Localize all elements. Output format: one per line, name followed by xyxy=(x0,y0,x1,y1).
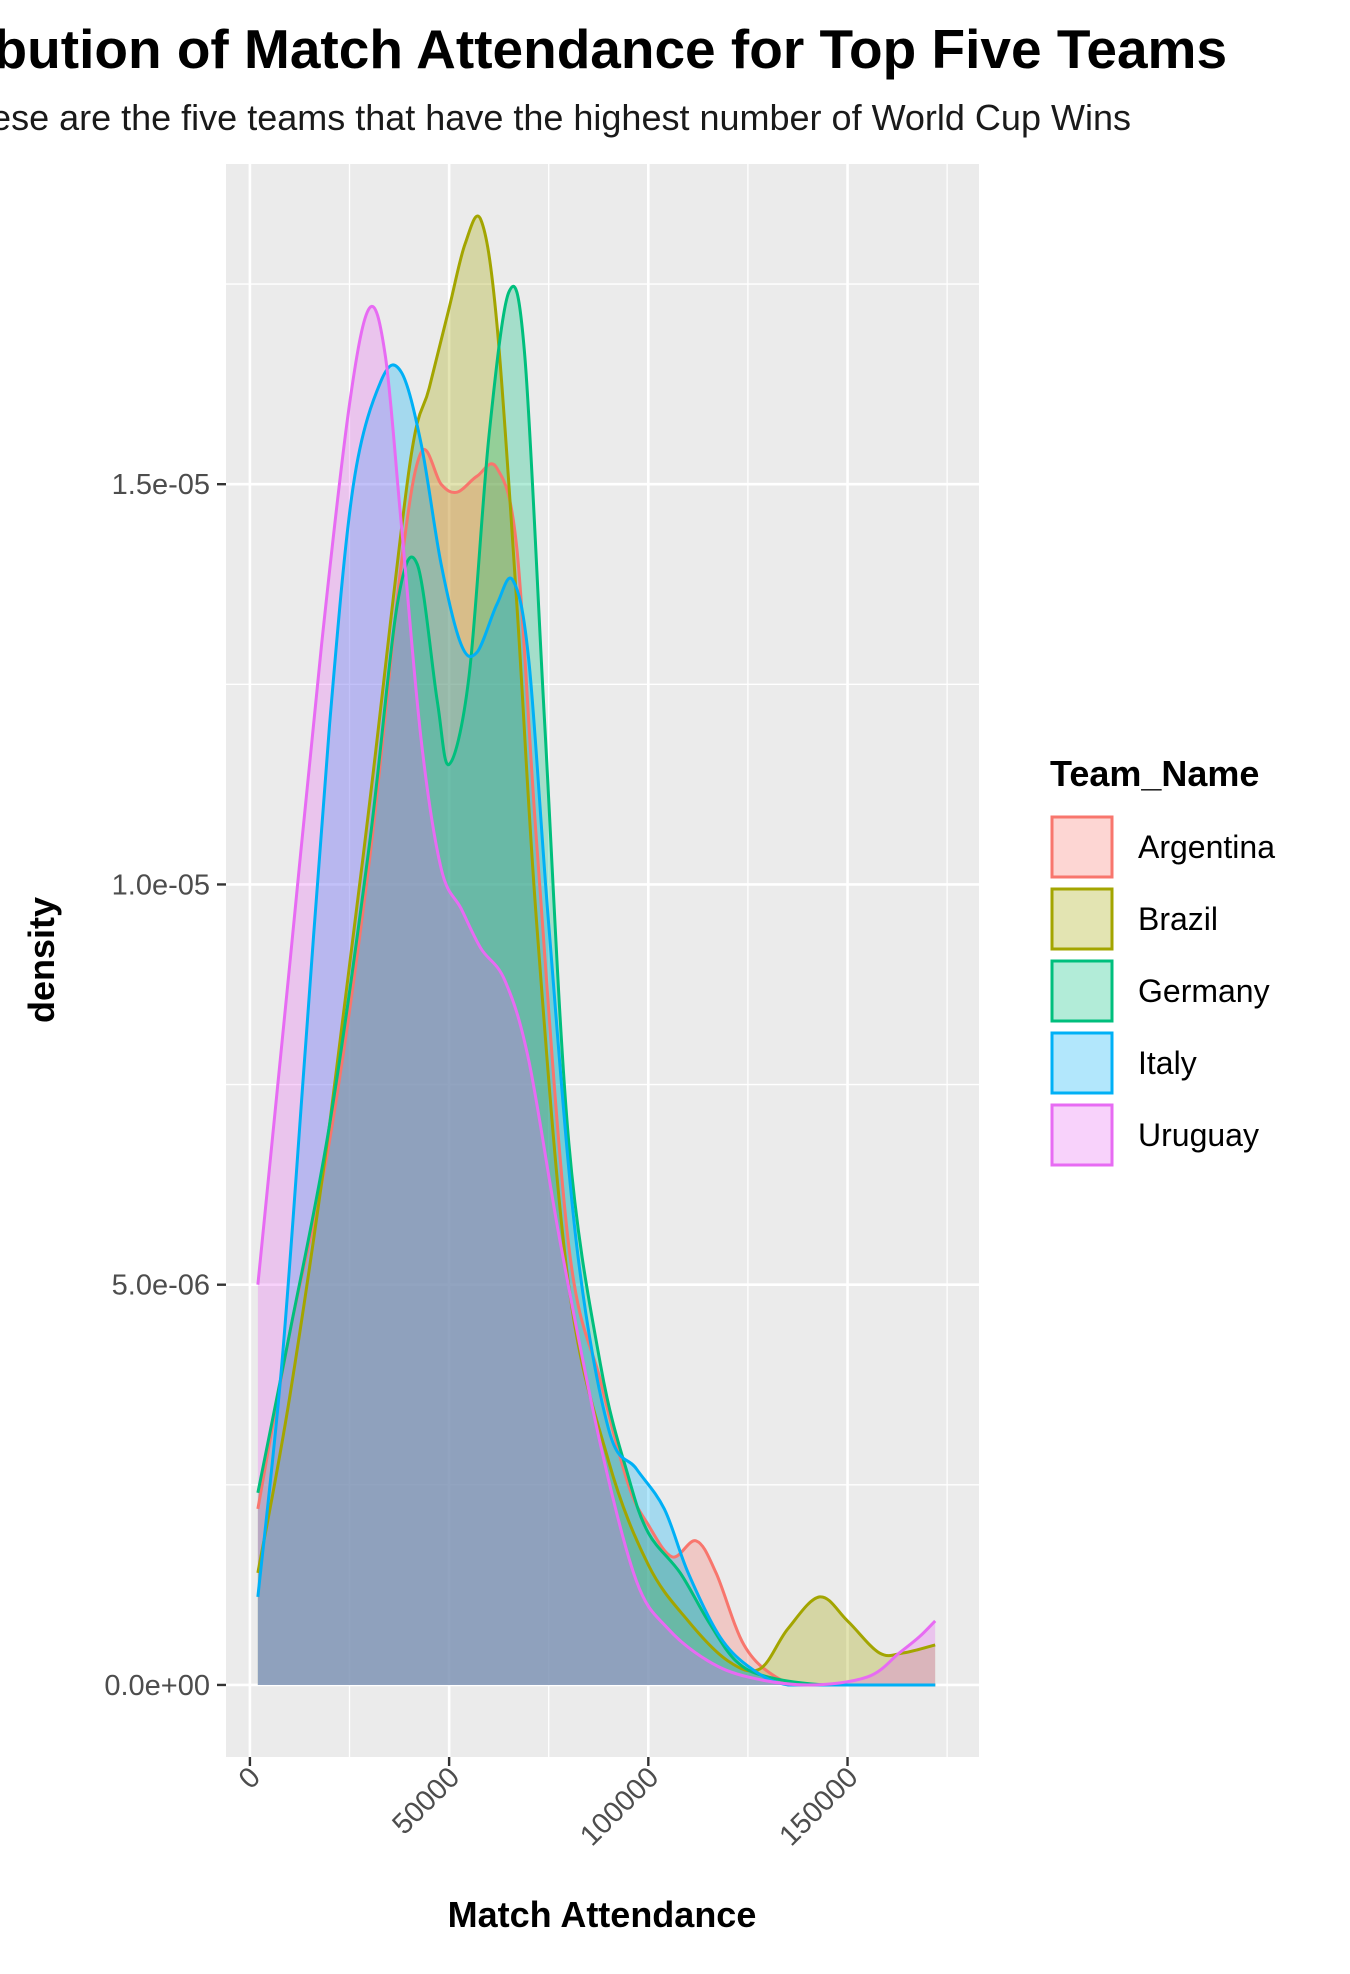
legend-key-bg-germany xyxy=(1050,959,1114,1023)
y-axis: 0.0e+00 5.0e-06 1.0e-05 1.5e-05 xyxy=(104,469,226,1702)
density-area-brazil xyxy=(257,215,936,1685)
minor-grid xyxy=(226,164,979,1757)
legend-swatch-germany xyxy=(1050,959,1114,1023)
density-line-uruguay xyxy=(256,304,937,1687)
legend-title: Team_Name xyxy=(1050,753,1259,794)
density-lines xyxy=(256,214,937,1687)
chart-subtitle: These are the five teams that have the h… xyxy=(0,97,1131,138)
density-line-argentina xyxy=(256,447,936,1687)
y-tick-label: 5.0e-06 xyxy=(112,1270,210,1302)
legend-swatch-uruguay xyxy=(1050,1103,1114,1167)
legend-swatch-argentina xyxy=(1050,815,1114,879)
chart-title: Distribution of Match Attendance for Top… xyxy=(0,18,1227,80)
y-tick-label: 0.0e+00 xyxy=(104,1670,210,1702)
legend-swatch-italy xyxy=(1050,1031,1114,1095)
legend-label-brazil: Brazil xyxy=(1138,901,1218,937)
legend-swatch-brazil xyxy=(1050,887,1114,951)
legend-label-italy: Italy xyxy=(1138,1045,1197,1081)
y-tick-label: 1.0e-05 xyxy=(112,869,210,901)
major-grid xyxy=(226,164,979,1757)
density-line-italy xyxy=(256,363,936,1687)
legend-label-uruguay: Uruguay xyxy=(1138,1117,1259,1153)
density-line-brazil xyxy=(256,214,936,1673)
legend: Team_Name Argentina Brazil Germany Italy Uru… xyxy=(1050,753,1275,1167)
x-axis-title: Match Attendance xyxy=(448,1894,757,1935)
density-areas xyxy=(257,215,936,1685)
legend-key-bg-argentina xyxy=(1050,815,1114,879)
density-area-uruguay xyxy=(257,306,936,1685)
legend-key-bg-uruguay xyxy=(1050,1103,1114,1167)
density-line-germany xyxy=(256,284,936,1687)
density-area-germany xyxy=(257,286,936,1685)
density-area-argentina xyxy=(257,449,936,1685)
legend-key-bg-italy xyxy=(1050,1031,1114,1095)
legend-label-germany: Germany xyxy=(1138,973,1270,1009)
density-area-italy xyxy=(257,364,936,1685)
y-axis-title: density xyxy=(21,897,62,1023)
legend-key-bg-brazil xyxy=(1050,887,1114,951)
legend-label-argentina: Argentina xyxy=(1138,829,1275,865)
y-tick-label: 1.5e-05 xyxy=(112,469,210,501)
